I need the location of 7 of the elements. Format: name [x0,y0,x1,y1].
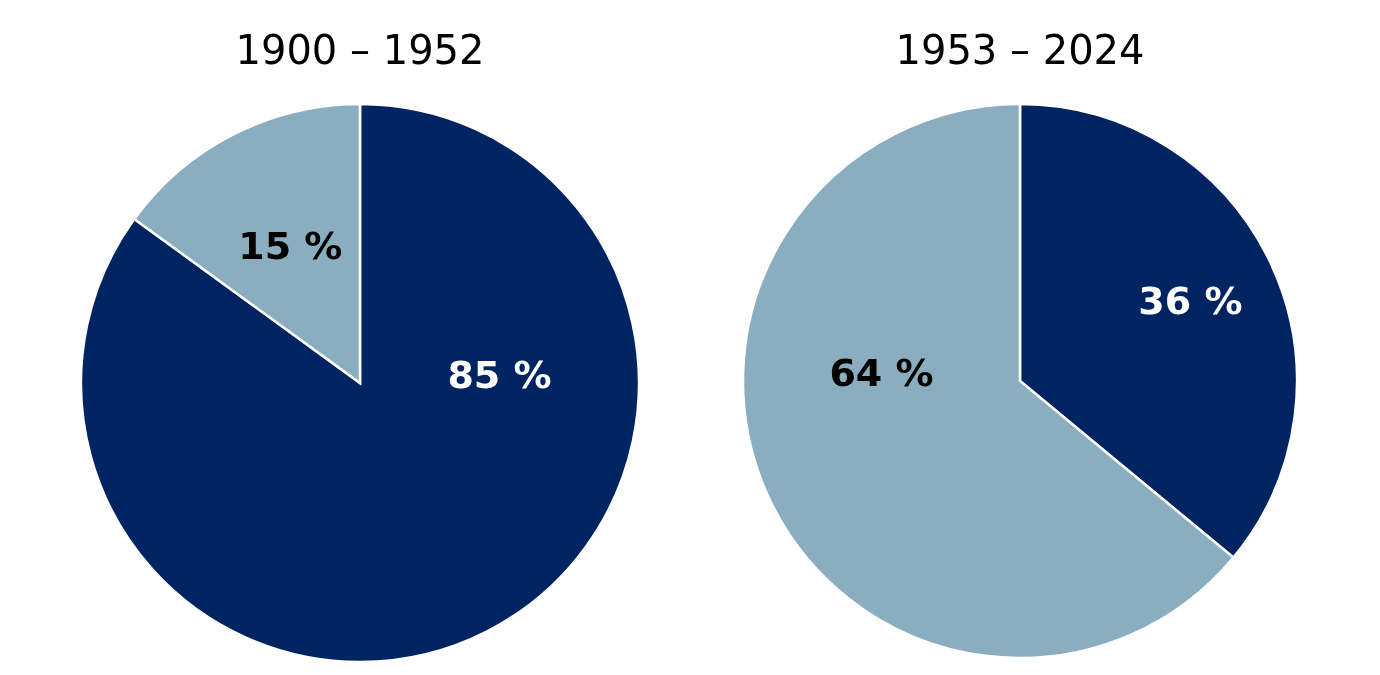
data-label: 36 % [1138,278,1243,323]
chart-title: 1900 – 1952 [235,27,485,73]
chart-title: 1953 – 2024 [895,27,1145,73]
data-label: 85 % [447,352,552,397]
data-label: 64 % [829,350,934,395]
data-label: 15 % [238,224,343,269]
pie-slice [79,102,640,664]
